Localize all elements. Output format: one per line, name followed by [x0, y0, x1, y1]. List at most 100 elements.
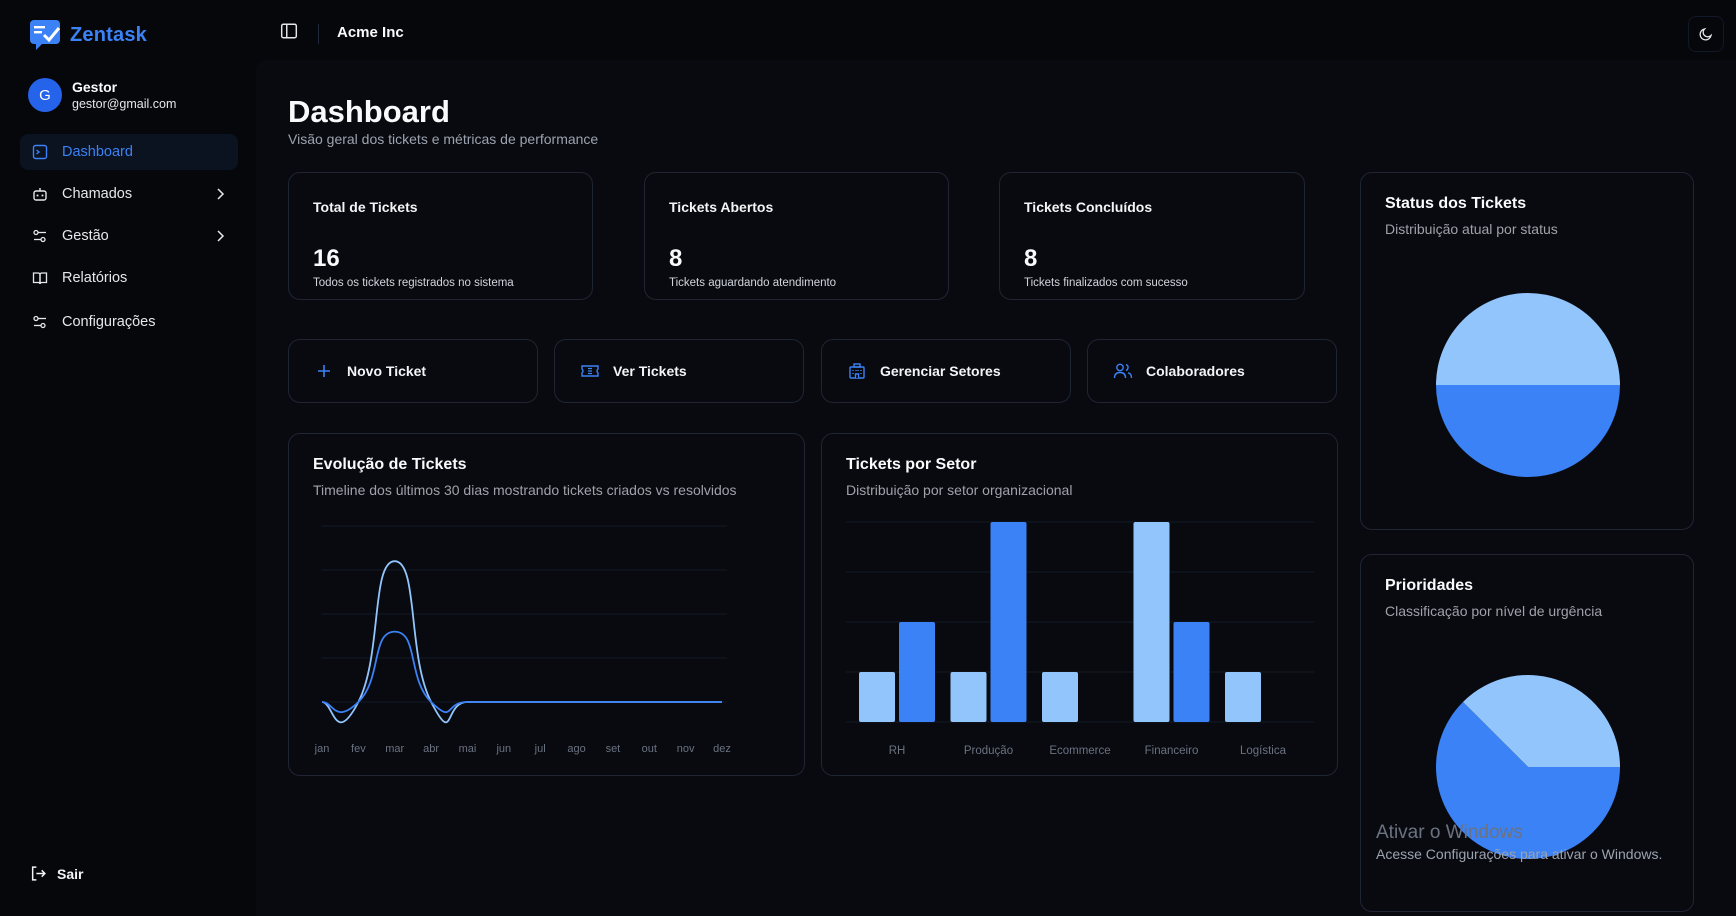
- settings-icon: [30, 312, 50, 332]
- chevron-right-icon: [217, 188, 225, 200]
- x-tick-label: Logística: [1240, 745, 1287, 757]
- main-content: Dashboard Visão geral dos tickets e métr…: [256, 60, 1736, 916]
- chart-subtitle: Distribuição atual por status: [1385, 221, 1558, 237]
- x-tick-label: Produção: [964, 745, 1013, 757]
- evolution-line-chart: jan fev mar abr mai jun jul ago set out nov dez: [314, 525, 731, 755]
- bar: [1173, 622, 1210, 722]
- sidebar-item-gestao[interactable]: Gestão: [20, 218, 238, 254]
- bar: [1225, 672, 1261, 722]
- x-tick-label: jan: [314, 743, 330, 755]
- sidebar-item-label: Gestão: [62, 228, 109, 244]
- sidebar-item-configuracoes[interactable]: Configurações: [20, 304, 238, 340]
- x-tick-label: dez: [713, 743, 731, 755]
- sector-chart-card: Tickets por Setor Distribuição por setor…: [821, 433, 1338, 776]
- chart-title: Status dos Tickets: [1385, 195, 1527, 212]
- stat-card-total: Total de Tickets 16 Todos os tickets reg…: [288, 172, 593, 300]
- stat-value: 8: [1024, 245, 1038, 272]
- org-name: Acme Inc: [337, 24, 404, 41]
- chart-subtitle: Distribuição por setor organizacional: [846, 482, 1073, 498]
- evolution-chart-card: Evolução de Tickets Timeline dos últimos…: [288, 433, 805, 776]
- sidebar-item-label: Dashboard: [62, 144, 133, 160]
- stat-description: Todos os tickets registrados no sistema: [313, 277, 514, 289]
- x-tick-label: Financeiro: [1145, 745, 1199, 757]
- x-tick-label: abr: [423, 743, 439, 755]
- bar: [1042, 672, 1078, 722]
- sidebar-item-label: Configurações: [62, 314, 156, 330]
- sidebar-item-dashboard[interactable]: Dashboard: [20, 134, 238, 170]
- stat-value: 8: [669, 245, 683, 272]
- topbar: Acme Inc: [256, 0, 1736, 60]
- bar: [990, 522, 1027, 722]
- pie-slice: [1436, 293, 1620, 385]
- sidebar-item-relatorios[interactable]: Relatórios: [20, 260, 238, 296]
- series-line-2: [321, 630, 722, 714]
- sidebar-item-chamados[interactable]: Chamados: [20, 176, 238, 212]
- stat-description: Tickets aguardando atendimento: [669, 277, 837, 289]
- bar: [950, 672, 987, 722]
- x-tick-label: nov: [677, 743, 695, 755]
- sidebar-item-label: Chamados: [62, 186, 133, 202]
- view-tickets-button[interactable]: Ver Tickets: [554, 339, 804, 403]
- action-label: Novo Ticket: [347, 363, 427, 379]
- x-tick-label: mai: [459, 743, 477, 755]
- page-subtitle: Visão geral dos tickets e métricas de pe…: [288, 131, 599, 147]
- bar: [859, 672, 895, 722]
- user-profile[interactable]: G Gestor gestor@gmail.com: [28, 78, 176, 112]
- users-icon: [1112, 360, 1134, 382]
- stat-description: Tickets finalizados com sucesso: [1024, 277, 1188, 289]
- bar: [1133, 522, 1170, 722]
- new-ticket-button[interactable]: Novo Ticket: [288, 339, 538, 403]
- moon-icon: [1699, 27, 1713, 41]
- manage-sectors-button[interactable]: Gerenciar Setores: [821, 339, 1071, 403]
- sidebar-toggle-icon: [280, 23, 298, 39]
- bar: [899, 622, 935, 722]
- x-tick-label: Ecommerce: [1049, 745, 1110, 757]
- stat-card-done: Tickets Concluídos 8 Tickets finalizados…: [999, 172, 1305, 300]
- page-title: Dashboard: [288, 94, 450, 129]
- action-label: Gerenciar Setores: [880, 363, 1001, 379]
- priority-chart-card: Prioridades Classificação por nível de u…: [1360, 554, 1694, 912]
- logout-button[interactable]: Sair: [30, 865, 83, 882]
- sector-bar-chart: RH Produção Ecommerce Financeiro Logística: [846, 521, 1314, 757]
- logout-icon: [31, 866, 46, 881]
- theme-toggle-button[interactable]: [1688, 16, 1724, 52]
- user-email: gestor@gmail.com: [72, 96, 177, 111]
- divider: [318, 24, 319, 44]
- stat-title: Tickets Abertos: [669, 199, 774, 215]
- chart-title: Tickets por Setor: [846, 456, 977, 473]
- sidebar-item-label: Relatórios: [62, 270, 128, 286]
- x-tick-label: set: [606, 743, 621, 755]
- chart-title: Prioridades: [1385, 577, 1474, 594]
- x-tick-label: jun: [495, 743, 511, 755]
- sidebar-nav: Dashboard Chamados Gestão Relatórios: [20, 134, 238, 346]
- dashboard-icon: [30, 142, 50, 162]
- stat-card-open: Tickets Abertos 8 Tickets aguardando ate…: [644, 172, 949, 300]
- x-tick-label: fev: [351, 743, 366, 755]
- priority-pie-chart: [1436, 675, 1620, 859]
- x-tick-label: jul: [534, 743, 546, 755]
- avatar: G: [28, 78, 62, 112]
- ticket-icon: [579, 360, 601, 382]
- chevron-right-icon: [217, 230, 225, 242]
- x-tick-label: ago: [567, 743, 585, 755]
- plus-icon: [313, 360, 335, 382]
- x-tick-label: RH: [889, 745, 906, 757]
- sidebar: Zentask G Gestor gestor@gmail.com Dashbo…: [0, 0, 256, 916]
- sidebar-toggle-button[interactable]: [280, 22, 302, 44]
- logout-label: Sair: [57, 865, 84, 882]
- pie-slice: [1462, 675, 1620, 767]
- app-logo[interactable]: Zentask: [28, 17, 147, 53]
- user-name: Gestor: [72, 78, 118, 95]
- status-pie-chart: [1436, 293, 1620, 477]
- logo-icon: [30, 20, 61, 50]
- x-tick-label: out: [642, 743, 657, 755]
- robot-icon: [30, 184, 50, 204]
- stat-title: Tickets Concluídos: [1024, 199, 1153, 215]
- status-chart-card: Status dos Tickets Distribuição atual po…: [1360, 172, 1694, 530]
- sliders-icon: [30, 226, 50, 246]
- pie-slice: [1436, 701, 1620, 859]
- stat-value: 16: [313, 245, 340, 272]
- app-name: Zentask: [70, 23, 147, 46]
- collaborators-button[interactable]: Colaboradores: [1087, 339, 1337, 403]
- chart-subtitle: Classificação por nível de urgência: [1385, 603, 1603, 619]
